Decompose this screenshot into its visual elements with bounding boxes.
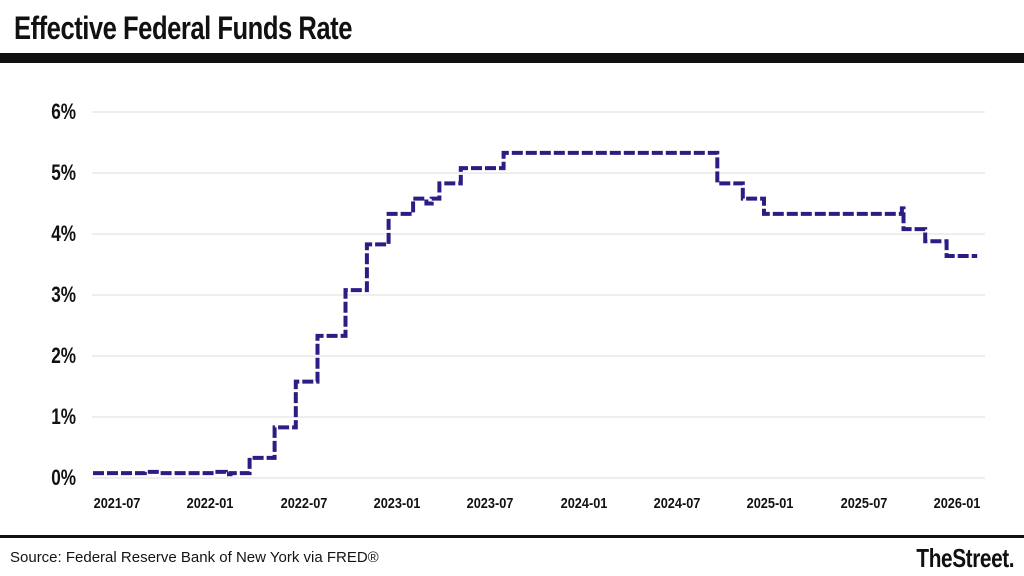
header-divider-bar [0,53,1024,63]
x-axis-tick-label: 2022-01 [186,495,234,512]
x-axis-tick-label: 2025-07 [840,495,888,512]
y-axis-tick-label: 6% [51,99,76,124]
y-axis-tick-label: 1% [51,404,76,429]
source-credit: Source: Federal Reserve Bank of New York… [10,549,379,566]
y-axis-tick-label: 4% [51,221,76,246]
effr-step-line [93,150,978,477]
x-axis-tick-label: 2023-07 [466,495,514,512]
x-axis-tick-label: 2024-01 [560,495,608,512]
x-axis-tick-label: 2024-07 [653,495,701,512]
y-axis-tick-label: 5% [51,160,76,185]
thestreet-logo: TheStreet. [916,543,1014,573]
x-axis-tick-label: 2025-01 [746,495,794,512]
page-title: Effective Federal Funds Rate [14,10,352,46]
footer-divider-line [0,535,1024,538]
x-axis-tick-label: 2023-01 [373,495,421,512]
y-axis-tick-label: 2% [51,343,76,368]
x-axis-tick-label: 2022-07 [280,495,328,512]
y-axis-tick-label: 0% [51,465,76,490]
y-axis-tick-label: 3% [51,282,76,307]
x-axis-tick-label: 2021-07 [93,495,141,512]
x-axis-tick-label: 2026-01 [933,495,981,512]
